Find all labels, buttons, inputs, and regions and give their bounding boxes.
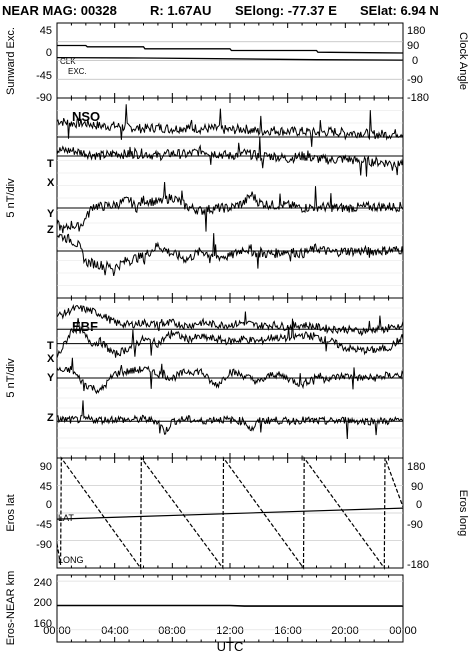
nso-series-label-z: Z: [47, 224, 54, 236]
x-tick-1: 04:00: [101, 625, 129, 637]
header-selat: SElat: 6.94 N: [360, 3, 439, 18]
angles-left-tick-2: -45: [36, 70, 52, 82]
angles-right-tick-2: 0: [412, 55, 418, 67]
ebf-series-label-z: Z: [47, 412, 54, 424]
ebf-series-label-y: Y: [47, 372, 55, 384]
eros-right-tick-2: 0: [416, 499, 422, 511]
panel-frames: [57, 23, 403, 642]
angles-series-exc: [57, 58, 403, 61]
angles-right-tick-4: -180: [407, 92, 429, 104]
angles-left-tick-1: 0: [46, 47, 52, 59]
header-selong: SElong: -77.37 E: [235, 3, 337, 18]
series-layer: [57, 46, 403, 607]
header-mission: NEAR MAG: 00328: [2, 3, 117, 18]
angles-right-label: Clock Angle: [457, 32, 469, 90]
range-left-tick-1: 200: [34, 597, 52, 609]
eros-right-tick-1: 90: [411, 481, 423, 493]
x-tick-5: 20:00: [331, 625, 359, 637]
angles-right-tick-1: 90: [407, 40, 419, 52]
ebf-series-label-t: T: [47, 340, 54, 352]
ebf-series-z: [57, 400, 403, 439]
ebf-series-label-x: X: [47, 353, 55, 365]
eros-left-tick-2: 0: [46, 499, 52, 511]
ebf-left-label: 5 nT/div: [5, 358, 17, 398]
eros-series-label-long: LONG: [58, 555, 84, 565]
eros-left-tick-1: 45: [40, 481, 52, 493]
nso-series-label-t: T: [47, 158, 54, 170]
eros-left-label: Eros lat: [5, 494, 17, 531]
eros-right-tick-4: -180: [407, 559, 429, 571]
plot-header: NEAR MAG: 00328 R: 1.67AU SElong: -77.37…: [2, 3, 439, 18]
eros-right-tick-3: -90: [407, 519, 423, 531]
ebf-series-t: [57, 305, 403, 335]
angles-left-tick-0: 45: [40, 25, 52, 37]
eros-left-tick-4: -90: [36, 539, 52, 551]
panel-angles-axes: 45 0 -45 -90 180 90 0 -90 -180 Sunward E…: [5, 25, 469, 104]
angles-left-label: Sunward Exc.: [5, 27, 17, 95]
nso-series-label-x: X: [47, 177, 55, 189]
angles-series-clk: [57, 46, 403, 54]
eros-left-tick-0: 90: [40, 461, 52, 473]
eros-left-tick-3: -45: [36, 519, 52, 531]
x-tick-3: 12:00: [216, 625, 244, 637]
eros-right-label: Eros long: [457, 490, 469, 536]
angles-right-tick-0: 180: [407, 25, 425, 37]
nso-title: NSO: [72, 109, 100, 124]
grid-layer: [57, 23, 403, 642]
range-left-label: Eros-NEAR km: [5, 571, 17, 646]
angles-series-label-exc: EXC.: [68, 67, 87, 76]
nso-left-label: 5 nT/div: [5, 178, 17, 218]
x-tick-0: 00:00: [43, 625, 71, 637]
x-tick-2: 08:00: [158, 625, 186, 637]
eros-series-lat: [57, 508, 403, 519]
header-range: R: 1.67AU: [150, 3, 211, 18]
angles-left-tick-3: -90: [36, 92, 52, 104]
x-tick-4: 16:00: [274, 625, 302, 637]
range-series: [57, 606, 403, 607]
nso-series-x: [57, 137, 403, 177]
angles-series-label-clk: CLK: [60, 57, 76, 66]
eros-right-tick-0: 180: [407, 461, 425, 473]
range-left-tick-0: 240: [34, 577, 52, 589]
x-tick-6: 00:00: [389, 625, 417, 637]
nso-series-label-y: Y: [47, 208, 55, 220]
nso-series-z: [57, 233, 403, 276]
angles-right-tick-3: -90: [407, 74, 423, 86]
